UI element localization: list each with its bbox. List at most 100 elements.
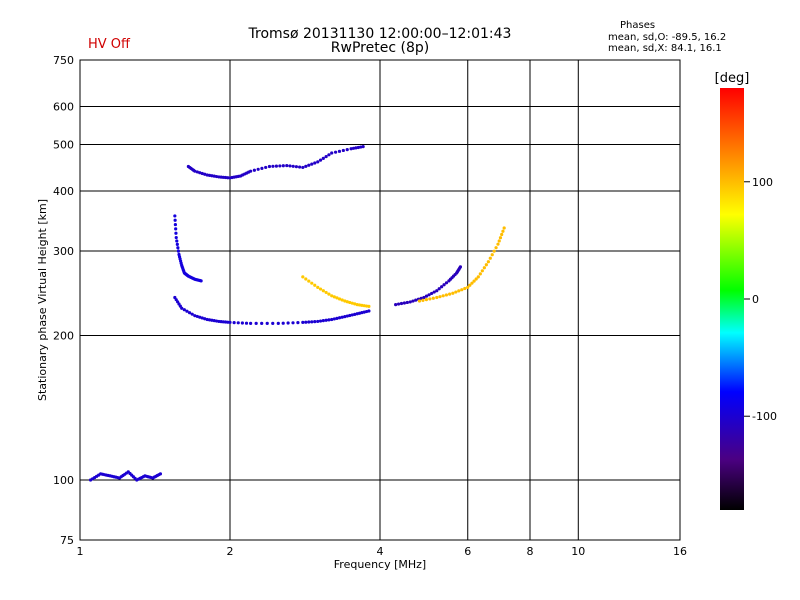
- y-tick-label: 200: [53, 330, 74, 343]
- data-point: [451, 291, 455, 295]
- data-point: [468, 283, 472, 287]
- status-label: HV Off: [88, 37, 130, 52]
- data-point: [360, 303, 364, 307]
- data-point: [324, 290, 328, 295]
- data-point: [174, 235, 178, 240]
- data-point: [313, 283, 317, 287]
- data-point: [494, 246, 498, 250]
- data-point: [321, 319, 325, 323]
- data-point: [341, 148, 345, 153]
- data-point: [408, 300, 412, 304]
- data-point: [307, 279, 311, 283]
- y-axis-label: Stationary phase Virtual Height [km]: [36, 199, 49, 401]
- data-point: [448, 292, 452, 296]
- data-point: [399, 301, 404, 306]
- data-point: [240, 321, 244, 325]
- data-point: [435, 295, 439, 300]
- data-point: [335, 296, 339, 300]
- data-point: [281, 164, 285, 168]
- data-point: [337, 297, 342, 301]
- x-tick-label: 4: [377, 545, 384, 558]
- x-axis-ticks: 1 2 4 6 8 10 16: [77, 545, 688, 558]
- data-point: [350, 301, 354, 305]
- phases-o-stats: mean, sd,O: -89.5, 16.2: [608, 32, 727, 43]
- data-point: [260, 166, 264, 170]
- data-point: [321, 289, 325, 293]
- data-point: [472, 279, 476, 283]
- data-point: [301, 165, 305, 170]
- data-point: [444, 281, 449, 285]
- data-point: [362, 304, 366, 308]
- x-axis-label: Frequency [MHz]: [334, 558, 426, 571]
- data-point: [340, 315, 344, 319]
- data-point: [424, 294, 429, 298]
- data-point: [431, 296, 435, 300]
- data-point: [288, 164, 292, 168]
- data-point: [200, 316, 204, 320]
- data-point: [313, 320, 317, 324]
- chart-title: Tromsø 20131130 12:00:00–12:01:43: [248, 26, 512, 42]
- data-point: [367, 309, 371, 313]
- phases-x-stats: mean, sd,X: 84.1, 16.1: [608, 43, 722, 54]
- y-tick-label: 750: [53, 54, 74, 67]
- data-point: [356, 145, 360, 150]
- data-point: [267, 164, 272, 169]
- data-point: [466, 285, 470, 289]
- data-point: [198, 315, 202, 319]
- data-point: [327, 292, 331, 296]
- data-point: [286, 321, 290, 325]
- data-point: [488, 256, 492, 260]
- data-point: [460, 288, 464, 292]
- data-point: [353, 302, 357, 306]
- phases-title: Phases: [620, 20, 656, 31]
- colorbar-tick-label: 100: [752, 176, 773, 189]
- data-point: [265, 321, 269, 325]
- data-point: [353, 312, 357, 316]
- data-point: [174, 227, 178, 231]
- data-point: [254, 321, 258, 325]
- data-point: [414, 298, 418, 302]
- data-point: [428, 297, 432, 301]
- data-point: [354, 146, 358, 150]
- y-axis-ticks: 75 100 200 300 400 500 600 750: [53, 54, 74, 547]
- data-point: [187, 311, 192, 315]
- data-point: [182, 308, 186, 312]
- data-point: [394, 302, 398, 307]
- data-point: [432, 290, 436, 294]
- data-point: [440, 285, 444, 289]
- data-point: [327, 153, 331, 157]
- data-point: [435, 289, 439, 293]
- y-tick-label: 75: [60, 534, 74, 547]
- data-point: [345, 314, 349, 318]
- data-point: [198, 171, 202, 175]
- data-point: [158, 472, 163, 476]
- data-point: [316, 319, 320, 324]
- data-point: [318, 158, 323, 162]
- data-point: [324, 318, 328, 322]
- data-point: [421, 298, 425, 302]
- data-point: [470, 281, 474, 285]
- data-point: [200, 171, 204, 176]
- data-point: [476, 275, 480, 279]
- data-point: [330, 294, 334, 298]
- data-point: [332, 295, 336, 299]
- data-point: [411, 299, 415, 303]
- data-point: [298, 165, 302, 169]
- data-point: [402, 301, 407, 305]
- data-point: [327, 318, 331, 322]
- data-point: [500, 232, 504, 237]
- data-point: [405, 300, 409, 305]
- y-tick-label: 400: [53, 185, 74, 198]
- data-point: [304, 320, 308, 324]
- data-point: [355, 302, 359, 307]
- data-point: [502, 226, 506, 230]
- data-point: [281, 321, 285, 325]
- data-point: [249, 321, 253, 325]
- data-point: [291, 321, 295, 325]
- data-point: [180, 306, 184, 310]
- data-point: [349, 147, 353, 151]
- data-point: [437, 287, 441, 291]
- data-point: [199, 279, 203, 283]
- data-point: [244, 321, 249, 325]
- chart-subtitle: RwPretec (8p): [330, 40, 430, 56]
